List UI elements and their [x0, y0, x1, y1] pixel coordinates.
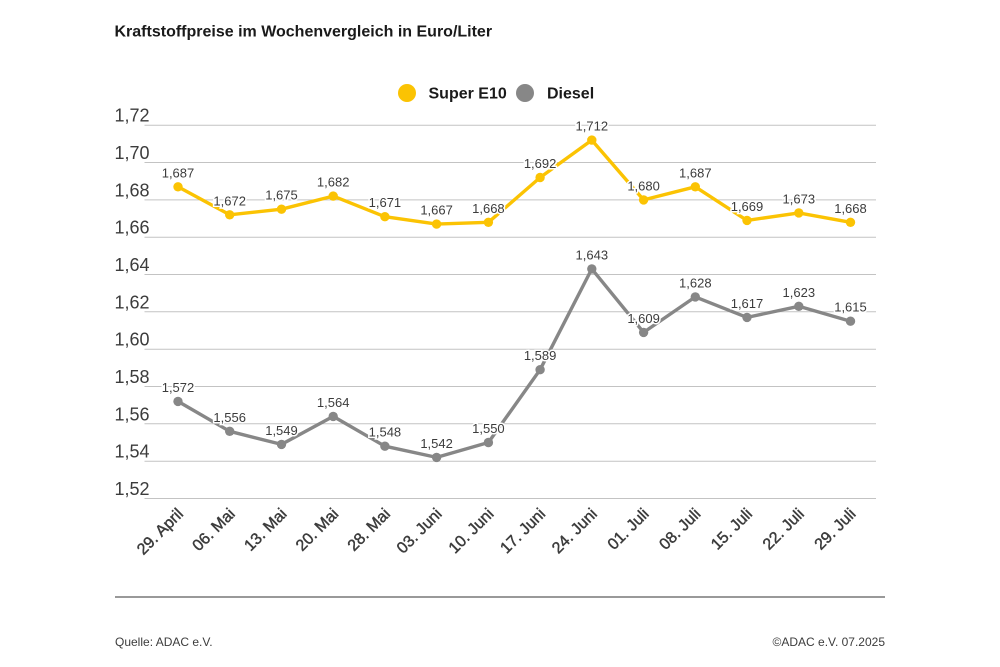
- svg-text:1,589: 1,589: [524, 348, 557, 363]
- svg-text:1,668: 1,668: [472, 201, 505, 216]
- svg-text:Quelle: ADAC e.V.: Quelle: ADAC e.V.: [115, 635, 213, 649]
- svg-text:1,572: 1,572: [162, 380, 195, 395]
- svg-text:Super E10: Super E10: [429, 86, 507, 103]
- svg-text:1,58: 1,58: [115, 367, 150, 387]
- svg-text:1,64: 1,64: [115, 255, 150, 275]
- svg-text:1,549: 1,549: [265, 423, 298, 438]
- svg-text:1,542: 1,542: [420, 436, 453, 451]
- svg-text:1,609: 1,609: [627, 311, 660, 326]
- svg-text:1,550: 1,550: [472, 421, 505, 436]
- svg-text:©ADAC e.V. 07.2025: ©ADAC e.V. 07.2025: [773, 635, 886, 649]
- svg-text:1,672: 1,672: [213, 193, 246, 208]
- svg-text:1,66: 1,66: [115, 218, 150, 238]
- svg-text:1,68: 1,68: [115, 180, 150, 200]
- svg-text:1,615: 1,615: [834, 300, 867, 315]
- svg-text:1,62: 1,62: [115, 292, 150, 312]
- svg-text:1,687: 1,687: [162, 165, 195, 180]
- svg-text:1,617: 1,617: [731, 296, 764, 311]
- svg-text:Kraftstoffpreise im Wochenverg: Kraftstoffpreise im Wochenvergleich in E…: [115, 24, 493, 41]
- svg-text:Diesel: Diesel: [547, 86, 594, 103]
- svg-text:1,56: 1,56: [115, 404, 150, 424]
- svg-text:1,682: 1,682: [317, 175, 350, 190]
- svg-text:1,687: 1,687: [679, 165, 712, 180]
- svg-text:1,669: 1,669: [731, 199, 764, 214]
- svg-text:1,673: 1,673: [783, 191, 816, 206]
- svg-text:1,643: 1,643: [576, 247, 609, 262]
- svg-text:1,692: 1,692: [524, 156, 557, 171]
- svg-text:1,671: 1,671: [369, 195, 402, 210]
- svg-text:1,52: 1,52: [115, 479, 150, 499]
- svg-text:1,72: 1,72: [115, 106, 150, 126]
- svg-text:1,623: 1,623: [783, 285, 816, 300]
- svg-text:1,667: 1,667: [420, 203, 453, 218]
- svg-text:1,712: 1,712: [576, 119, 609, 134]
- svg-text:1,70: 1,70: [115, 143, 150, 163]
- svg-text:1,675: 1,675: [265, 188, 298, 203]
- svg-text:1,60: 1,60: [115, 330, 150, 350]
- svg-text:1,680: 1,680: [627, 178, 660, 193]
- svg-text:1,548: 1,548: [369, 425, 402, 440]
- svg-text:1,628: 1,628: [679, 275, 712, 290]
- svg-text:1,668: 1,668: [834, 201, 867, 216]
- svg-text:1,54: 1,54: [115, 442, 150, 462]
- svg-text:1,556: 1,556: [213, 410, 246, 425]
- svg-text:1,564: 1,564: [317, 395, 350, 410]
